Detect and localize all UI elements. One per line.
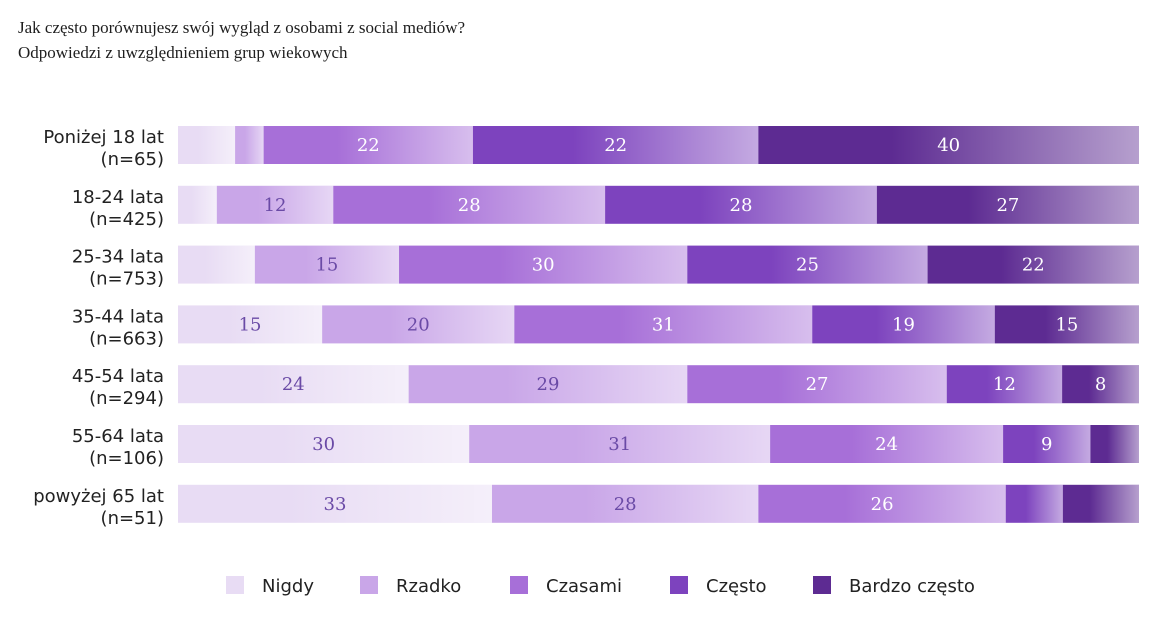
bar-sheen-bardzo-cz-sto-35-44-lata xyxy=(1045,305,1139,344)
bar-sheen-czasami-55-64-lata xyxy=(851,425,1004,463)
category-count-poni-ej-18-lat: (n=65) xyxy=(101,149,164,170)
bar-sheen-rzadko-25-34-lata xyxy=(305,245,400,284)
value-label-cz-sto-18-24-lata: 28 xyxy=(730,195,753,216)
bar-sheen-cz-sto-45-54-lata xyxy=(987,365,1063,404)
value-label-bardzo-cz-sto-poni-ej-18-lat: 40 xyxy=(937,135,960,156)
bar-sheen-nigdy-55-64-lata xyxy=(279,425,470,463)
value-label-cz-sto-25-34-lata: 25 xyxy=(796,255,819,276)
bar-sheen-cz-sto-poni-ej-18-lat xyxy=(572,126,759,164)
bar-sheen-bardzo-cz-sto-25-34-lata xyxy=(1001,245,1139,284)
legend-swatch-bardzo-cz-sto xyxy=(813,576,831,594)
value-label-cz-sto-45-54-lata: 12 xyxy=(993,374,1016,395)
chart-subtitle: Odpowiedzi z uwzględnieniem grup wiekowy… xyxy=(18,43,348,62)
value-label-rzadko-55-64-lata: 31 xyxy=(608,434,631,455)
bar-sheen-nigdy-powy-ej-65-lat xyxy=(287,484,492,523)
bar-sheen-cz-sto-35-44-lata xyxy=(876,305,995,344)
value-label-czasami-powy-ej-65-lat: 26 xyxy=(871,494,894,515)
value-label-bardzo-cz-sto-18-24-lata: 27 xyxy=(996,195,1019,216)
legend-swatch-nigdy xyxy=(226,576,244,594)
bar-sheen-rzadko-55-64-lata xyxy=(574,425,771,463)
bar-sheen-bardzo-cz-sto-45-54-lata xyxy=(1089,365,1139,404)
bar-sheen-czasami-45-54-lata xyxy=(778,365,947,404)
legend-swatch-cz-sto xyxy=(670,576,688,594)
category-count-25-34-lata: (n=753) xyxy=(89,269,164,290)
bar-sheen-nigdy-25-34-lata xyxy=(204,245,255,284)
category-label-18-24-lata: 18-24 lata xyxy=(72,187,164,208)
value-label-nigdy-55-64-lata: 30 xyxy=(312,434,335,455)
chart-title: Jak często porównujesz swój wygląd z oso… xyxy=(18,18,466,37)
value-label-czasami-45-54-lata: 27 xyxy=(806,374,829,395)
value-label-nigdy-powy-ej-65-lat: 33 xyxy=(324,494,347,515)
bar-sheen-bardzo-cz-sto-powy-ej-65-lat xyxy=(1089,484,1139,523)
bar-sheen-nigdy-poni-ej-18-lat xyxy=(197,126,236,164)
value-label-cz-sto-55-64-lata: 9 xyxy=(1041,434,1052,455)
legend-label-cz-sto: Często xyxy=(706,576,767,597)
category-count-55-64-lata: (n=106) xyxy=(89,448,164,469)
value-label-czasami-55-64-lata: 24 xyxy=(875,434,898,455)
bar-sheen-nigdy-18-24-lata xyxy=(191,185,217,224)
category-count-18-24-lata: (n=425) xyxy=(89,209,164,230)
bar-sheen-cz-sto-25-34-lata xyxy=(771,245,928,284)
value-label-rzadko-25-34-lata: 15 xyxy=(315,255,338,276)
bar-sheen-bardzo-cz-sto-poni-ej-18-lat xyxy=(891,126,1139,164)
bar-sheen-nigdy-45-54-lata xyxy=(258,365,409,404)
value-label-nigdy-35-44-lata: 15 xyxy=(239,314,262,335)
bar-sheen-bardzo-cz-sto-55-64-lata xyxy=(1107,425,1139,463)
bar-sheen-rzadko-18-24-lata xyxy=(257,185,334,224)
bar-sheen-czasami-18-24-lata xyxy=(428,185,606,224)
value-label-rzadko-18-24-lata: 12 xyxy=(264,195,287,216)
legend-label-nigdy: Nigdy xyxy=(262,576,314,597)
value-label-cz-sto-poni-ej-18-lat: 22 xyxy=(604,135,627,156)
value-label-rzadko-45-54-lata: 29 xyxy=(537,374,560,395)
bar-sheen-cz-sto-18-24-lata xyxy=(700,185,877,224)
bar-sheen-bardzo-cz-sto-18-24-lata xyxy=(968,185,1139,224)
bar-sheen-rzadko-poni-ej-18-lat xyxy=(245,126,264,164)
value-label-czasami-18-24-lata: 28 xyxy=(458,195,481,216)
legend-label-czasami: Czasami xyxy=(546,576,622,597)
value-label-czasami-poni-ej-18-lat: 22 xyxy=(357,135,380,156)
bar-sheen-nigdy-35-44-lata xyxy=(228,305,323,344)
legend-swatch-rzadko xyxy=(360,576,378,594)
legend-label-bardzo-cz-sto: Bardzo często xyxy=(849,576,975,597)
category-label-35-44-lata: 35-44 lata xyxy=(72,306,164,327)
value-label-czasami-25-34-lata: 30 xyxy=(532,255,555,276)
value-label-cz-sto-35-44-lata: 19 xyxy=(892,314,915,335)
category-count-45-54-lata: (n=294) xyxy=(89,388,164,409)
value-label-bardzo-cz-sto-35-44-lata: 15 xyxy=(1055,314,1078,335)
value-label-czasami-35-44-lata: 31 xyxy=(652,314,675,335)
value-label-bardzo-cz-sto-45-54-lata: 8 xyxy=(1095,374,1106,395)
value-label-nigdy-45-54-lata: 24 xyxy=(282,374,305,395)
legend-label-rzadko: Rzadko xyxy=(396,576,461,597)
category-label-poni-ej-18-lat: Poniżej 18 lat xyxy=(43,127,164,148)
category-count-35-44-lata: (n=663) xyxy=(89,328,164,349)
value-label-bardzo-cz-sto-25-34-lata: 22 xyxy=(1022,255,1045,276)
bar-sheen-czasami-poni-ej-18-lat xyxy=(336,126,473,164)
category-label-25-34-lata: 25-34 lata xyxy=(72,247,164,268)
category-count-powy-ej-65-lat: (n=51) xyxy=(101,508,164,529)
bar-sheen-cz-sto-55-64-lata xyxy=(1033,425,1091,463)
bar-sheen-rzadko-35-44-lata xyxy=(389,305,515,344)
category-label-45-54-lata: 45-54 lata xyxy=(72,366,164,387)
bar-sheen-cz-sto-powy-ej-65-lat xyxy=(1025,484,1063,523)
category-label-55-64-lata: 55-64 lata xyxy=(72,426,164,447)
bar-sheen-czasami-35-44-lata xyxy=(618,305,813,344)
value-label-rzadko-35-44-lata: 20 xyxy=(407,314,430,335)
legend-swatch-czasami xyxy=(510,576,528,594)
bar-sheen-czasami-25-34-lata xyxy=(499,245,688,284)
bar-sheen-rzadko-45-54-lata xyxy=(506,365,688,404)
category-label-powy-ej-65-lat: powyżej 65 lat xyxy=(33,486,164,507)
bar-sheen-czasami-powy-ej-65-lat xyxy=(844,484,1006,523)
bar-sheen-rzadko-powy-ej-65-lat xyxy=(585,484,759,523)
value-label-rzadko-powy-ej-65-lat: 28 xyxy=(614,494,637,515)
